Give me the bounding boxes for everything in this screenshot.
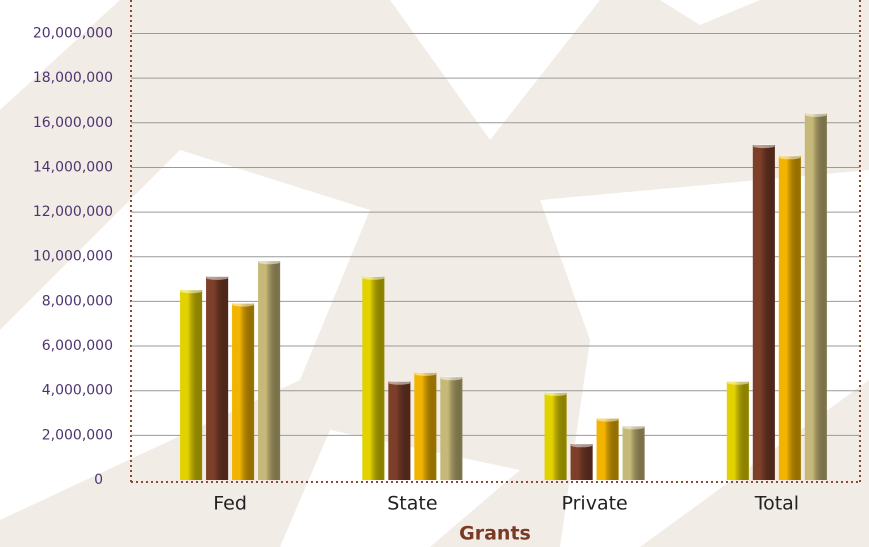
bar-shade <box>388 381 411 480</box>
y-tick-label: 16,000,000 <box>33 115 113 131</box>
bg-shape <box>0 0 120 110</box>
bar-shade <box>596 418 619 480</box>
bar-cap <box>570 443 593 448</box>
bar-cap <box>388 380 411 385</box>
bar-cap <box>232 302 255 307</box>
bar-shade <box>622 426 645 480</box>
bar-shade <box>206 276 229 480</box>
bar-shade <box>778 156 801 481</box>
bg-shape <box>660 0 760 25</box>
bar-cap <box>752 144 775 149</box>
bar-cap <box>778 155 801 160</box>
bar-cap <box>726 380 749 385</box>
bar-cap <box>544 391 567 396</box>
bar-cap <box>622 425 645 430</box>
bar-shade <box>544 392 567 480</box>
y-tick-label: 14,000,000 <box>33 159 113 175</box>
x-tick-label: Total <box>754 493 799 515</box>
y-tick-label: 6,000,000 <box>42 338 113 354</box>
y-tick-label: 8,000,000 <box>42 293 113 309</box>
y-tick-label: 20,000,000 <box>33 25 113 41</box>
bar-cap <box>180 289 203 294</box>
bar-cap <box>440 376 463 381</box>
x-tick-label: Fed <box>213 493 247 515</box>
bar-shade <box>726 381 749 480</box>
bar-cap <box>596 417 619 422</box>
bar-shade <box>362 276 385 480</box>
y-tick-label: 0 <box>94 472 103 488</box>
bar-shade <box>804 113 827 480</box>
bar-cap <box>414 371 437 376</box>
bg-shape <box>390 0 600 140</box>
x-tick-label: Private <box>562 493 628 515</box>
bar-shade <box>414 372 437 480</box>
bar-shade <box>752 145 775 480</box>
bar-cap <box>804 112 827 117</box>
y-tick-label: 2,000,000 <box>42 427 113 443</box>
x-axis-title: Grants <box>459 523 531 545</box>
bar-shade <box>258 261 281 480</box>
bar-shade <box>180 290 203 480</box>
y-tick-label: 10,000,000 <box>33 249 113 265</box>
bar-cap <box>258 260 281 265</box>
bar-shade <box>232 303 255 480</box>
y-tick-label: 18,000,000 <box>33 70 113 86</box>
bar-shade <box>440 377 463 480</box>
bar-cap <box>362 275 385 280</box>
bar-shade <box>570 444 593 480</box>
y-tick-label: 12,000,000 <box>33 204 113 220</box>
y-tick-label: 4,000,000 <box>42 383 113 399</box>
x-tick-label: State <box>387 493 437 515</box>
bar-cap <box>206 275 229 280</box>
